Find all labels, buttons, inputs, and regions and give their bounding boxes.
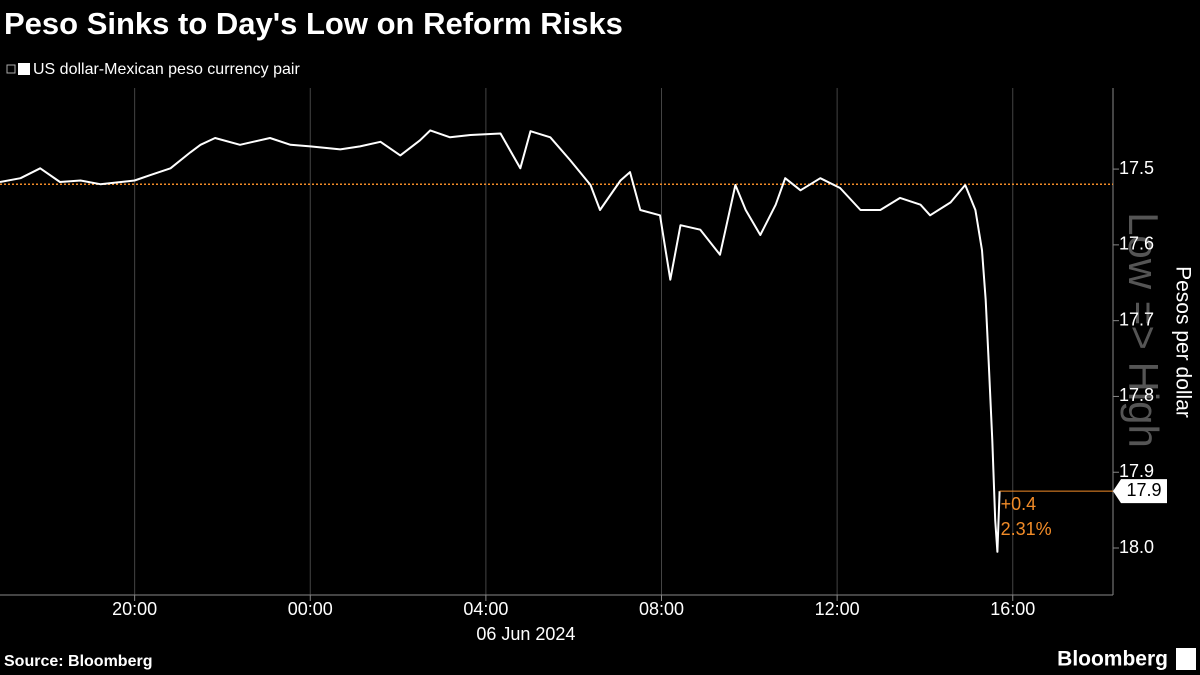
current-value-tag <box>1113 479 1167 504</box>
x-tick-label: 12:00 <box>815 599 860 619</box>
x-date-label: 06 Jun 2024 <box>476 624 575 644</box>
y-tick-label: 17.7 <box>1119 309 1154 329</box>
legend-icon-frame <box>6 64 16 74</box>
y-tick-label: 17.9 <box>1119 461 1154 481</box>
x-tick-label: 08:00 <box>639 599 684 619</box>
change-label: 2.31% <box>1001 519 1052 539</box>
y-tick-label: 17.6 <box>1119 234 1154 254</box>
price-line <box>0 129 1001 553</box>
y-axis-label: Pesos per dollar <box>1171 266 1194 418</box>
x-tick-label: 20:00 <box>112 599 157 619</box>
y-tick-label: 17.8 <box>1119 385 1154 405</box>
brand-icon <box>1176 648 1196 670</box>
change-label: +0.4 <box>1001 494 1037 514</box>
source: Source: Bloomberg <box>4 653 152 670</box>
legend-label: US dollar-Mexican peso currency pair <box>33 61 300 78</box>
legend-swatch <box>18 63 30 75</box>
x-tick-label: 00:00 <box>288 599 333 619</box>
current-value-label: 17.9 <box>1126 480 1161 500</box>
direction-watermark: Low => High <box>1120 212 1167 448</box>
y-tick-label: 18.0 <box>1119 537 1154 557</box>
x-tick-label: 16:00 <box>990 599 1035 619</box>
y-tick-label: 17.5 <box>1119 158 1154 178</box>
chart-title: Peso Sinks to Day's Low on Reform Risks <box>4 6 623 41</box>
brand: Bloomberg <box>1057 648 1168 671</box>
x-tick-label: 04:00 <box>463 599 508 619</box>
